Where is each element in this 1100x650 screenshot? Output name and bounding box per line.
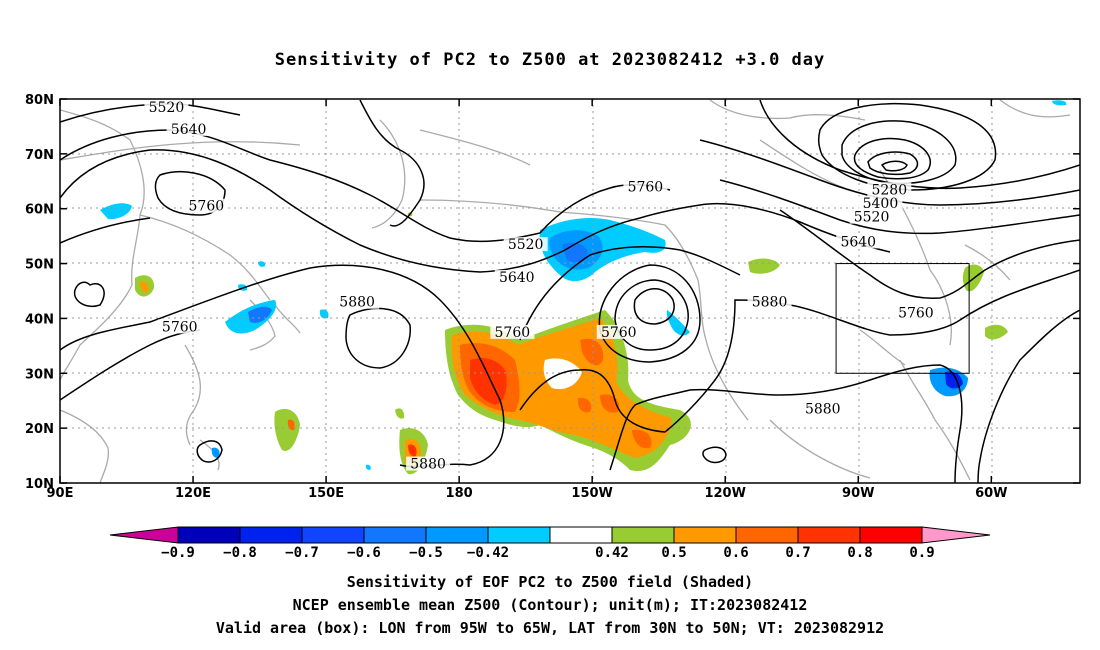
colorbar-box — [363, 526, 427, 544]
page-title: Sensitivity of PC2 to Z500 at 2023082412… — [274, 50, 826, 70]
contour-label: 5880 — [805, 402, 841, 418]
contour-label: 5760 — [898, 306, 934, 322]
lat-tick-label: 80N — [25, 93, 54, 108]
contour-label: 5400 — [863, 196, 899, 212]
contour-label: 5880 — [339, 295, 375, 311]
colorbar-label: 0.6 — [723, 545, 748, 561]
colorbar-box — [797, 526, 861, 544]
colorbar-box — [487, 526, 551, 544]
contour-label-bg — [144, 99, 189, 114]
colorbar-label: 0.9 — [909, 545, 934, 561]
contour-label-bg — [623, 179, 668, 194]
caption-line-2: NCEP ensemble mean Z500 (Contour); unit(… — [292, 596, 808, 614]
contour-label-bg — [166, 121, 211, 136]
contour-label-bg — [503, 237, 548, 252]
colorbar-label: −0.42 — [467, 545, 509, 561]
colorbar-box — [859, 526, 923, 544]
contour-label: 5520 — [854, 210, 890, 226]
caption-line-1: Sensitivity of EOF PC2 to Z500 field (Sh… — [346, 573, 754, 591]
plot-frame — [59, 98, 1081, 484]
contour-label: 5640 — [840, 234, 876, 250]
lat-tick-label: 50N — [25, 258, 54, 273]
contour-label-bg — [867, 182, 912, 197]
lat-tick-label: 30N — [25, 367, 54, 382]
colorbar-label: 0.8 — [847, 545, 872, 561]
colorbar-label: 0.5 — [661, 545, 686, 561]
lon-tick-label: 60W — [975, 486, 1007, 501]
coastlines — [60, 99, 1071, 483]
contour-label-bg — [157, 319, 202, 334]
colorbar-label: 0.7 — [785, 545, 810, 561]
colorbar-label: 0.42 — [595, 545, 629, 561]
lon-tick-label: 180 — [446, 486, 473, 501]
contour-label-bg — [849, 209, 894, 224]
graticule — [60, 99, 1080, 483]
colorbar: −0.9 −0.8 −0.7 −0.6 −0.5 −0.42 0.42 0.5 0.6 0.7 0.… — [109, 526, 991, 561]
colorbar-label: −0.7 — [285, 545, 319, 561]
contour-label-bg — [747, 294, 792, 309]
contour-label: 5880 — [752, 295, 788, 311]
contour-label-bg — [596, 324, 641, 339]
contour-label: 5760 — [601, 325, 637, 341]
contour-label: 5640 — [499, 270, 535, 286]
contour-label-bg — [858, 195, 903, 210]
contour-label: 5760 — [495, 325, 531, 341]
lon-tick-label: 90E — [47, 486, 74, 501]
contour-label: 5760 — [628, 180, 664, 196]
contour-label: 5280 — [871, 182, 907, 198]
contour-label-bg — [893, 305, 938, 320]
colorbar-box — [735, 526, 799, 544]
colorbar-box — [673, 526, 737, 544]
caption-line-3: Valid area (box): LON from 95W to 65W, L… — [215, 619, 885, 637]
colorbar-box — [549, 526, 613, 544]
colorbar-box — [177, 526, 241, 544]
contour-label-bg — [406, 456, 451, 471]
contour-label-bg — [836, 234, 881, 249]
lat-tick-label: 40N — [25, 312, 54, 327]
contour-label-bg — [494, 270, 539, 285]
lon-tick-label: 120W — [704, 486, 745, 501]
contour-label: 5760 — [189, 199, 225, 215]
valid-area-box — [835, 263, 970, 374]
contour-labels: 5520 5640 5760 5760 5880 5880 5520 5640 5760 5760… — [144, 99, 938, 473]
contour-label-bg — [800, 401, 845, 416]
contour-label: 5880 — [410, 457, 446, 473]
lon-tick-label: 150E — [308, 486, 344, 501]
colorbar-box — [611, 526, 675, 544]
lon-tick-label: 90W — [842, 486, 874, 501]
lat-tick-label: 70N — [25, 148, 54, 163]
colorbar-label: −0.8 — [223, 545, 257, 561]
contour-label-bg — [335, 294, 380, 309]
colorbar-label: −0.6 — [347, 545, 381, 561]
colorbar-end-high — [921, 526, 991, 544]
lon-tick-label: 150W — [571, 486, 612, 501]
lat-tick-label: 60N — [25, 203, 54, 218]
lon-tick-label: 120E — [175, 486, 211, 501]
contour-label-bg — [184, 198, 229, 213]
colorbar-label: −0.5 — [409, 545, 443, 561]
colorbar-label: −0.9 — [161, 545, 195, 561]
colorbar-box — [301, 526, 365, 544]
axis-ticks: 90E 120E 150E 180 150W 120W 90W 60W 10N 20N 30N 40N… — [25, 93, 1080, 501]
colorbar-box — [239, 526, 303, 544]
lat-tick-label: 20N — [25, 422, 54, 437]
colorbar-end-low — [109, 526, 179, 544]
contour-label: 5760 — [162, 319, 198, 335]
colorbar-box — [425, 526, 489, 544]
lat-tick-label: 10N — [25, 477, 54, 492]
contour-label: 5640 — [171, 122, 207, 138]
contour-label-bg — [490, 324, 535, 339]
contour-label: 5520 — [149, 100, 185, 116]
contour-label: 5520 — [508, 237, 544, 253]
